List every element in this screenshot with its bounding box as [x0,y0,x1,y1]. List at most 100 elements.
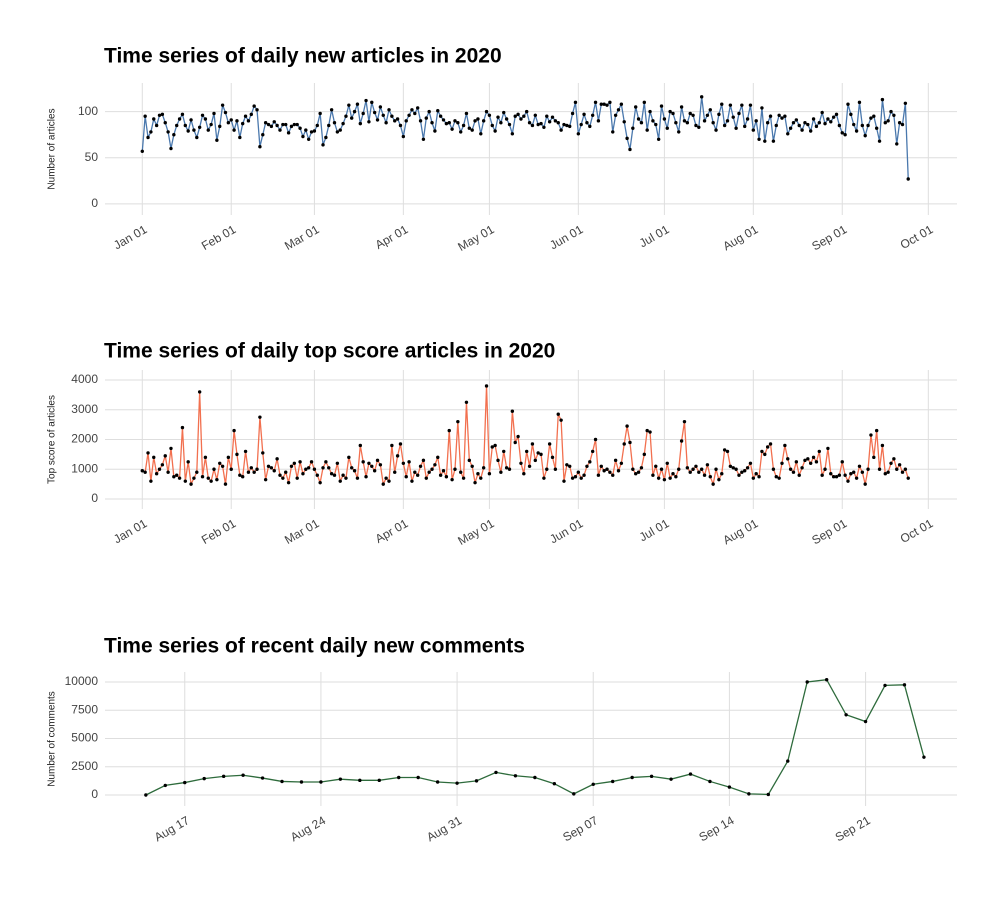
data-point [519,117,523,121]
data-point [849,112,853,117]
data-point [456,120,460,125]
data-point [556,120,560,125]
data-point [350,116,354,120]
data-point [255,108,259,112]
data-point [751,128,756,132]
data-point [708,474,712,479]
data-point [312,129,317,133]
data-point [800,466,804,470]
data-point [886,119,890,123]
data-point [384,476,388,480]
data-point [780,461,784,466]
data-point [189,118,193,122]
data-point [611,130,615,134]
data-point [625,136,629,141]
data-point [725,119,730,123]
data-point [699,95,704,99]
data-point [252,470,256,474]
data-point [292,122,297,127]
data-point [717,112,721,117]
data-point [272,120,276,124]
data-point [714,128,718,132]
data-point [837,473,842,477]
data-point [355,476,360,480]
data-point [183,479,188,483]
y-tick-label: 0 [91,491,98,505]
data-point [286,131,291,135]
data-point [823,121,827,126]
data-point [261,451,265,455]
data-point [209,479,213,483]
data-point [889,461,893,466]
x-tick-label: Sep 07 [560,813,600,844]
data-point [840,460,844,464]
data-point [450,477,454,482]
data-point [570,476,575,480]
data-point [154,472,159,476]
data-point [223,110,228,115]
data-point [860,470,865,474]
x-tick-label: Jan 01 [111,222,149,252]
data-point [771,139,776,143]
data-point [203,117,208,121]
data-point [883,120,887,125]
data-point [284,470,288,474]
data-point [682,119,687,123]
data-point [315,123,319,128]
data-point [481,466,486,470]
data-point [547,442,552,446]
data-point [180,112,185,117]
data-point [685,120,690,125]
x-tick-label: Aug 01 [720,222,760,253]
data-point [395,454,400,458]
x-tick-label: Sep 14 [697,813,737,844]
data-point [309,130,314,134]
data-point [175,473,179,477]
data-point [817,449,822,454]
data-point [387,108,391,112]
data-point [806,122,810,127]
data-point [160,463,165,467]
data-point [223,482,228,486]
data-point [435,780,440,784]
data-point [424,116,428,120]
data-point [490,123,494,128]
data-point [866,467,870,471]
data-point [220,464,225,468]
data-point [895,467,899,471]
data-point [714,467,718,471]
data-point [834,474,839,479]
data-point [844,713,848,717]
data-point [754,472,758,476]
data-point [421,137,426,142]
data-point [318,480,322,485]
data-point [381,113,385,118]
data-point [757,474,761,479]
data-point [791,120,796,125]
data-point [413,470,417,474]
data-point [783,114,787,118]
data-point [748,461,753,466]
data-point [783,443,787,448]
data-point [725,449,730,454]
data-point [745,466,750,470]
data-point [720,472,724,476]
data-point [697,470,701,474]
data-point [602,469,606,473]
data-point [479,132,483,136]
data-point [421,458,426,463]
data-point [260,776,265,780]
data-point [160,112,165,117]
data-point [572,792,576,796]
x-tick-label: Apr 01 [373,222,411,252]
data-point [197,125,202,130]
data-point [246,470,251,474]
data-point [610,779,615,784]
data-point [728,464,733,468]
data-point [591,782,595,786]
data-point [298,126,302,130]
data-point [186,460,190,464]
data-point [768,114,773,118]
data-point [401,134,406,139]
data-point [803,458,807,463]
